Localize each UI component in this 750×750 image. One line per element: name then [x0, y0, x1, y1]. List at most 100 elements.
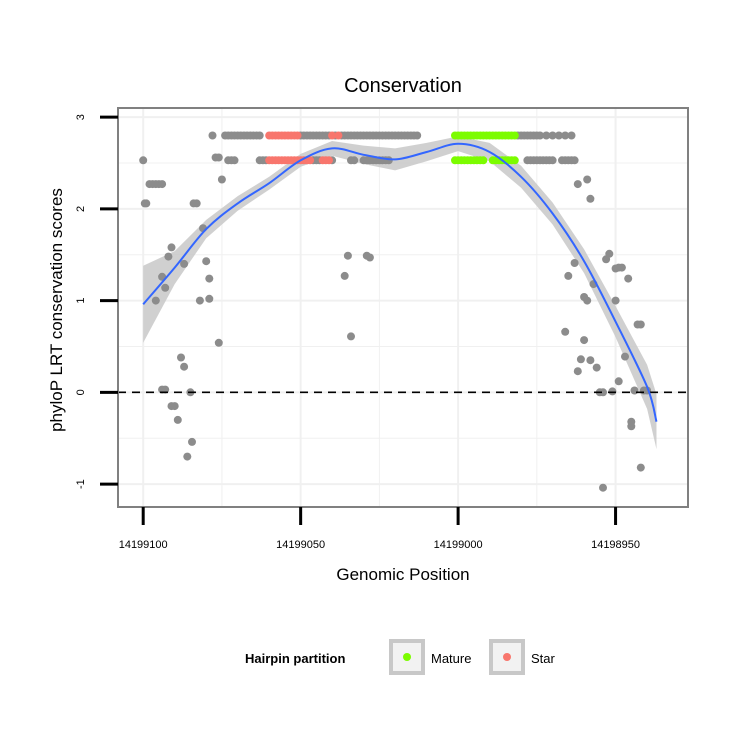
point	[570, 156, 579, 165]
point	[617, 263, 626, 272]
point	[205, 294, 214, 303]
point-star	[293, 131, 302, 140]
x-tick-label: 14199000	[434, 539, 483, 551]
point	[542, 131, 551, 140]
y-axis-label: phyloP LRT conservation scores	[47, 188, 66, 432]
point	[195, 296, 204, 305]
point	[554, 131, 563, 140]
point	[570, 259, 579, 267]
point	[586, 194, 595, 203]
point	[592, 363, 601, 372]
panel-frame	[117, 107, 689, 508]
point	[586, 356, 595, 365]
legend-dot-star	[503, 653, 511, 661]
point	[167, 243, 176, 252]
point	[573, 367, 582, 376]
point	[548, 131, 557, 140]
point	[202, 257, 211, 266]
point	[151, 296, 160, 305]
point	[583, 175, 592, 184]
chart-title: Conservation	[344, 75, 462, 97]
y-tick-label: 0	[75, 389, 87, 395]
point	[177, 353, 185, 362]
point	[573, 180, 582, 189]
point	[365, 253, 374, 262]
point	[347, 332, 355, 341]
legend-label-star: Star	[531, 651, 556, 666]
point	[621, 352, 629, 361]
panel-background	[118, 108, 688, 507]
smooth-line-layer	[142, 142, 658, 422]
point	[180, 362, 189, 371]
point	[636, 463, 645, 472]
point	[413, 131, 422, 140]
point	[217, 175, 226, 184]
point	[583, 296, 592, 305]
y-tick-label: 3	[75, 114, 87, 120]
x-axis: 14199100 14199050 14199000 14198950	[119, 507, 640, 551]
point	[192, 199, 201, 208]
point	[158, 180, 167, 189]
point-star	[325, 156, 333, 165]
point	[564, 271, 573, 280]
legend: Hairpin partition Mature Star	[245, 639, 556, 675]
legend-dot-mature	[403, 653, 411, 661]
point	[636, 320, 645, 329]
point	[611, 296, 620, 305]
legend-key-star	[489, 639, 525, 675]
point	[161, 283, 170, 292]
point	[567, 131, 576, 140]
point	[139, 156, 148, 165]
point	[561, 327, 570, 336]
point	[630, 386, 639, 395]
point	[608, 387, 617, 396]
x-tick-label: 14199050	[276, 539, 325, 551]
panel-border	[117, 107, 689, 508]
smooth-line	[142, 142, 658, 422]
point	[627, 422, 636, 431]
plot-panel	[118, 108, 688, 507]
point	[180, 259, 189, 268]
x-tick-label: 14199100	[119, 539, 168, 551]
point	[167, 402, 176, 411]
legend-label-mature: Mature	[431, 651, 471, 666]
point-star	[328, 131, 337, 140]
point	[561, 131, 570, 140]
legend-title: Hairpin partition	[245, 651, 345, 666]
point	[576, 355, 585, 364]
point	[605, 249, 614, 258]
point-mature	[510, 131, 519, 140]
point	[205, 274, 214, 283]
x-axis-label: Genomic Position	[336, 565, 469, 584]
point	[208, 131, 217, 140]
point	[548, 156, 557, 165]
point	[164, 252, 173, 261]
point	[536, 131, 544, 140]
point	[343, 251, 352, 260]
y-tick-label: 1	[75, 298, 87, 304]
point	[188, 437, 196, 446]
y-axis: -1 0 1 2 3	[75, 114, 118, 489]
point-mature	[479, 156, 488, 165]
y-tick-label: -1	[75, 479, 87, 489]
point	[173, 415, 182, 424]
point	[614, 377, 623, 386]
point	[580, 336, 589, 345]
point	[599, 483, 607, 492]
point-star	[334, 131, 343, 140]
x-tick-label: 14198950	[591, 539, 640, 551]
point	[142, 199, 151, 208]
point	[214, 338, 223, 347]
point	[350, 156, 359, 165]
point	[340, 271, 349, 280]
point-mature	[510, 156, 519, 165]
point	[214, 153, 223, 162]
point	[230, 156, 239, 165]
point-star	[306, 156, 315, 165]
point	[624, 274, 633, 283]
point	[255, 131, 264, 140]
point	[183, 452, 192, 461]
point	[599, 388, 607, 397]
y-tick-label: 2	[75, 206, 87, 212]
